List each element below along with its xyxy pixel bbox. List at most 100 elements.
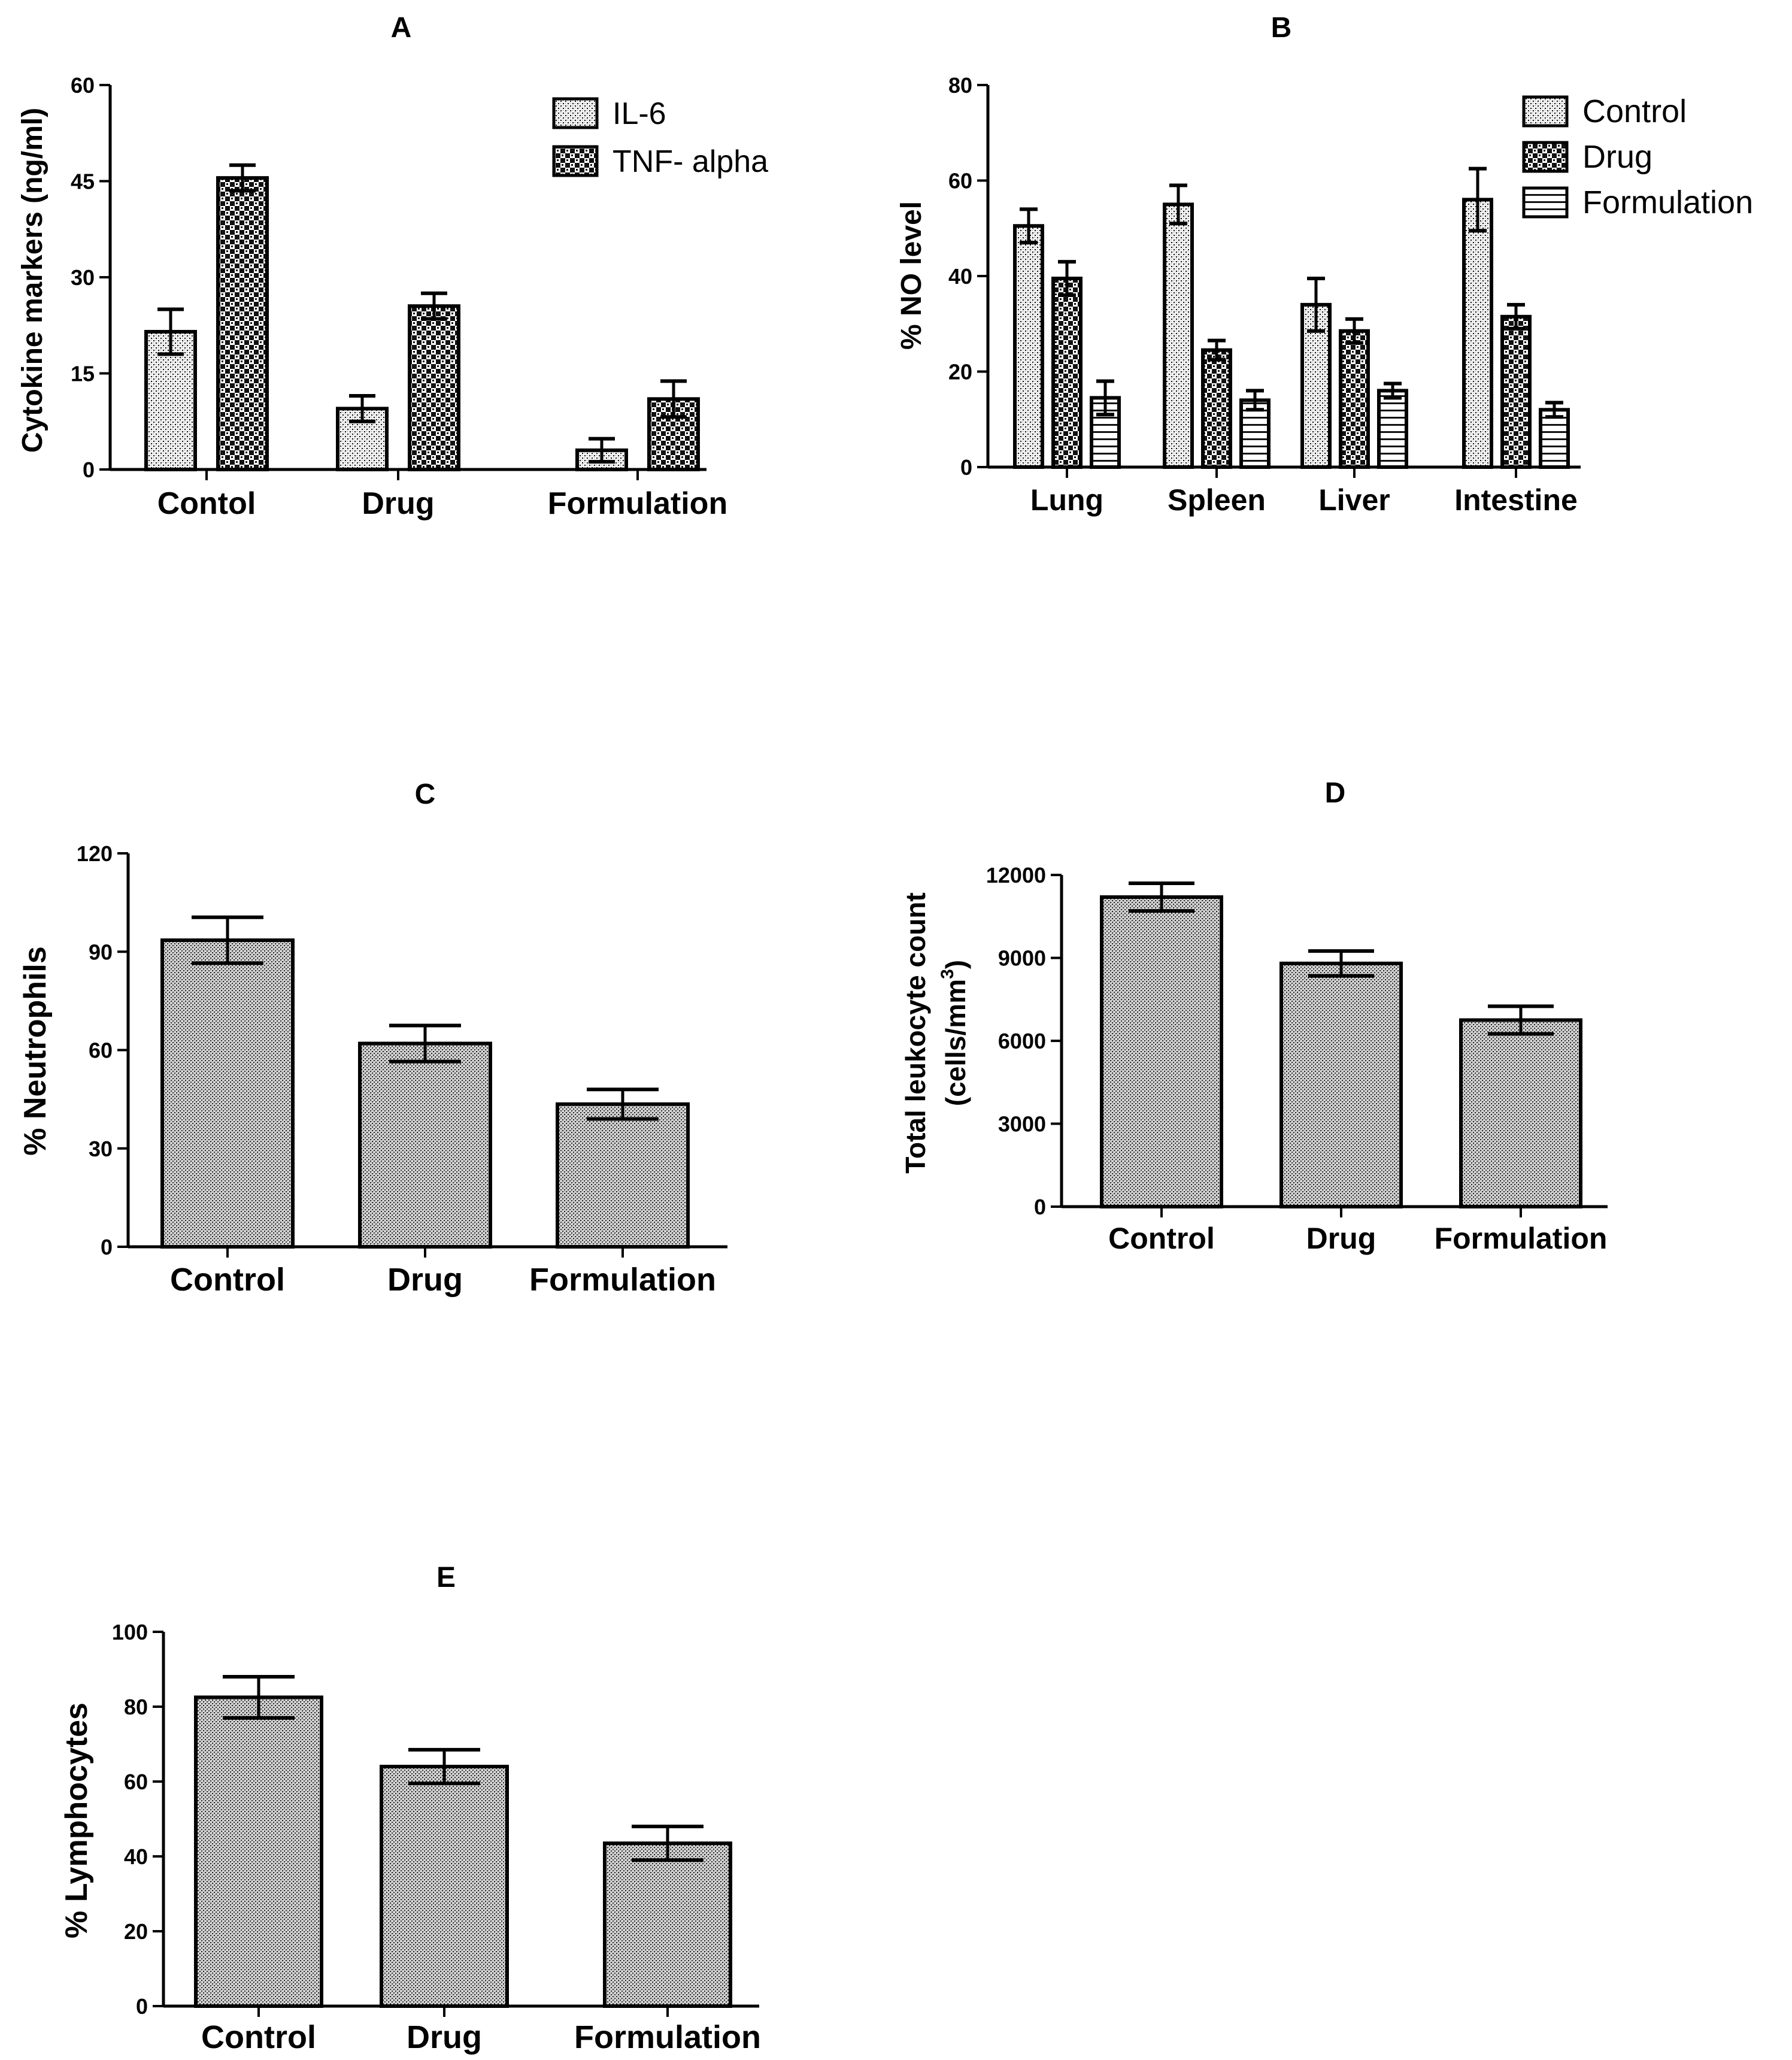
panel-a-ylabel: Cytokine markers (ng/ml): [17, 108, 48, 453]
panel-d-bar-control: [1100, 895, 1223, 1208]
panel-e-xlabels: Control Drug Formulation: [201, 2019, 761, 2055]
panel-e-category-label: Formulation: [574, 2019, 761, 2055]
panel-a-bar-tnf-alpha-drug: [408, 304, 460, 471]
panel-b-xlabels: Lung Spleen Liver Intestine: [1030, 483, 1578, 517]
panel-a-legend: IL-6 TNF- alpha: [552, 96, 768, 179]
panel-b-bar-drug-spleen: [1201, 348, 1232, 469]
panel-e-bar-formulation: [603, 1841, 732, 2008]
panel-b-bar-formulation-intestine: [1539, 408, 1570, 469]
panel-a-legend-swatch: [552, 97, 599, 129]
panel-d-ytick-label: 9000: [998, 946, 1046, 971]
panel-b-legend-swatch: [1522, 186, 1569, 219]
panel-b-bar-control-lung: [1013, 224, 1044, 469]
panel-d-ytick-label: 12000: [986, 863, 1046, 887]
panel-a-legend-swatch: [552, 145, 599, 177]
panel-b-bars: [1013, 166, 1570, 478]
panel-c-ytick-label: 30: [89, 1137, 113, 1161]
panel-d-title: D: [1325, 777, 1346, 809]
panel-a-ytick-label: 30: [71, 265, 95, 290]
panel-a-legend-label: IL-6: [613, 96, 666, 131]
panel-b-ytick-label: 40: [948, 264, 972, 289]
panel-a-bars: [144, 163, 700, 480]
panel-a-ytick-label: 0: [83, 458, 95, 482]
panel-e-ylabel: % Lymphocytes: [59, 1702, 94, 1938]
panel-b-bar-drug-intestine: [1500, 314, 1532, 469]
panel-d-ylabel-sup: 3: [938, 969, 957, 979]
panel-e-ytick-label: 100: [112, 1620, 148, 1644]
panel-c-category-label: Control: [170, 1262, 285, 1298]
panel-a-category-label: Contol: [157, 486, 256, 521]
panel-d-ytick-label: 3000: [998, 1112, 1046, 1137]
panel-b-category-label: Lung: [1030, 483, 1103, 517]
panel-c-bar-formulation: [556, 1102, 690, 1249]
panel-a-bar-tnf-alpha-contol: [216, 176, 269, 471]
panel-e: E % Lymphocytes 0 20 40 60 80 100 Control Drug…: [59, 1562, 761, 2055]
panel-c-bars: [160, 915, 690, 1258]
panel-e-ytick-label: 60: [124, 1770, 148, 1794]
panel-d-ylabel-units: (cells/mm3): [938, 960, 971, 1106]
panel-d: D Total leukocyte count (cells/mm3) 0 300…: [900, 777, 1608, 1255]
panel-d-ytick-label: 6000: [998, 1029, 1046, 1053]
panel-b-ytick-label: 20: [948, 360, 972, 384]
panel-c-ytick-label: 90: [89, 940, 113, 964]
panel-e-ytick-label: 0: [136, 1994, 148, 2019]
panel-b-bar-control-spleen: [1163, 202, 1194, 469]
panel-a-bar-il-6-drug: [336, 407, 389, 471]
panel-d-category-label: Control: [1108, 1222, 1215, 1255]
panel-a-ytick-label: 60: [71, 73, 95, 98]
panel-b-ytick-label: 80: [948, 73, 972, 98]
panel-b-bar-control-intestine: [1462, 198, 1493, 469]
panel-c-xlabels: Control Drug Formulation: [170, 1262, 716, 1298]
panel-b-legend-swatch: [1522, 141, 1569, 173]
panel-c-category-label: Drug: [387, 1262, 463, 1298]
panel-a: A Cytokine markers (ng/ml) 0 15 30 45 60 Con…: [17, 12, 768, 521]
panel-d-bars: [1100, 881, 1582, 1217]
panel-c-ytick-label: 60: [89, 1038, 113, 1063]
panel-d-ylabel: Total leukocyte count: [900, 892, 931, 1173]
panel-d-category-label: Drug: [1306, 1222, 1376, 1255]
panel-d-xlabels: Control Drug Formulation: [1108, 1222, 1607, 1255]
panel-b-legend: Control Drug Formulation: [1522, 93, 1753, 220]
panel-d-bar-formulation: [1459, 1018, 1582, 1208]
panel-b-title: B: [1271, 12, 1292, 44]
panel-c-bar-control: [160, 938, 295, 1249]
panel-b-bar-drug-liver: [1339, 329, 1370, 469]
panel-b-ytick-label: 60: [948, 169, 972, 193]
panel-b-legend-swatch: [1522, 95, 1569, 128]
panel-a-title: A: [391, 12, 412, 44]
panel-e-ytick-label: 20: [124, 1919, 148, 1944]
panel-d-bar-drug: [1279, 961, 1403, 1209]
panel-b-ylabel: % NO level: [896, 201, 927, 350]
panel-a-ytick-label: 15: [71, 362, 95, 386]
panel-e-category-label: Control: [201, 2019, 316, 2055]
panel-c-ytick-label: 120: [77, 841, 113, 866]
panel-b-bar-formulation-liver: [1377, 389, 1408, 469]
panel-d-ylabel-close: ): [940, 960, 971, 969]
panel-b-category-label: Liver: [1318, 483, 1390, 517]
panel-a-legend-label: TNF- alpha: [613, 144, 768, 179]
panel-d-category-label: Formulation: [1435, 1222, 1608, 1255]
panel-e-ytick-label: 80: [124, 1695, 148, 1719]
panel-a-xlabels: Contol Drug Formulation: [157, 486, 728, 521]
panel-a-category-label: Drug: [362, 486, 434, 521]
panel-c-category-label: Formulation: [529, 1262, 716, 1298]
panel-e-ytick-label: 40: [124, 1844, 148, 1869]
panel-e-title: E: [436, 1562, 456, 1594]
panel-b-category-label: Spleen: [1168, 483, 1266, 517]
panel-a-category-label: Formulation: [548, 486, 727, 521]
panel-b-legend-label: Formulation: [1582, 184, 1753, 220]
panel-b: B % NO level 0 20 40 60 80 Lung Spleen Liver In…: [896, 12, 1753, 517]
panel-d-ylabel-units-text: (cells/mm: [940, 979, 971, 1106]
panel-c-ytick-label: 0: [101, 1235, 113, 1259]
panel-e-category-label: Drug: [407, 2019, 482, 2055]
panel-c-title: C: [415, 778, 436, 810]
panel-e-bars: [194, 1675, 732, 2017]
panel-e-bar-drug: [380, 1765, 509, 2008]
panel-c: C % Neutrophils 0 30 60 90 120 Control Drug Fo…: [18, 778, 727, 1298]
panel-b-legend-label: Drug: [1582, 139, 1652, 175]
panel-d-ytick-label: 0: [1034, 1195, 1046, 1219]
panel-e-bar-control: [194, 1695, 323, 2008]
panel-c-bar-drug: [358, 1041, 492, 1249]
panel-a-ytick-label: 45: [71, 169, 95, 194]
